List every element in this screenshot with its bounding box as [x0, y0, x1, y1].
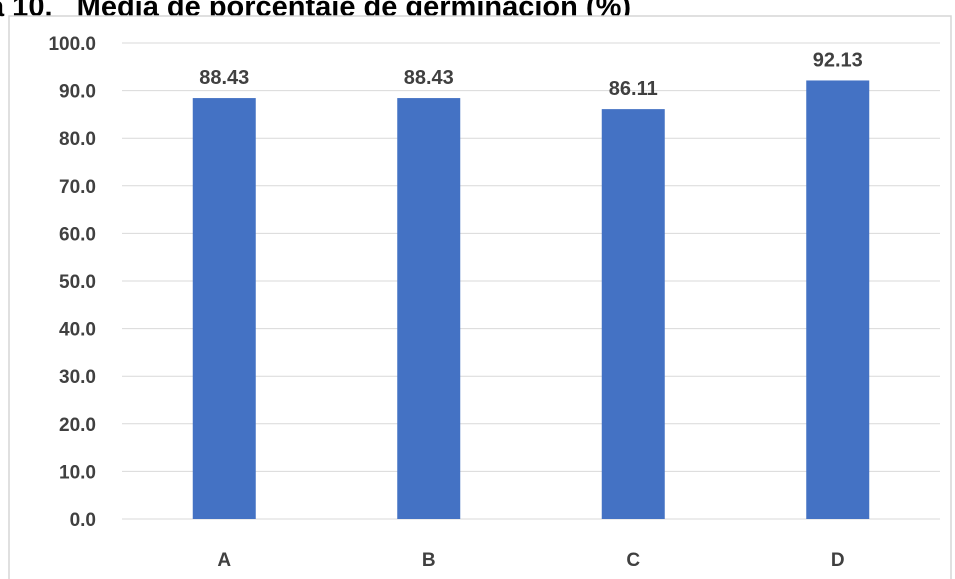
x-tick-label-c: C — [626, 550, 640, 571]
y-tick-label: 80.0 — [59, 129, 96, 150]
data-label-b: 88.43 — [404, 67, 454, 89]
bar-a — [193, 98, 256, 519]
data-label-d: 92.13 — [813, 49, 863, 71]
data-label-c: 86.11 — [609, 78, 658, 100]
data-label-a: 88.43 — [199, 67, 249, 89]
bar-b — [397, 98, 460, 519]
x-tick-label-d: D — [831, 550, 845, 571]
x-tick-label-a: A — [217, 550, 231, 571]
y-tick-label: 10.0 — [59, 462, 96, 483]
y-tick-label: 0.0 — [70, 510, 96, 531]
bar-d — [806, 80, 869, 519]
y-tick-label: 40.0 — [59, 320, 96, 341]
x-tick-label-b: B — [422, 550, 436, 571]
y-tick-label: 50.0 — [59, 272, 96, 293]
y-tick-label: 90.0 — [59, 82, 96, 103]
y-tick-label: 60.0 — [59, 224, 96, 245]
y-tick-label: 100.0 — [48, 34, 96, 55]
y-tick-label: 70.0 — [59, 177, 96, 198]
y-tick-label: 30.0 — [59, 367, 96, 388]
bar-c — [602, 109, 665, 519]
y-tick-label: 20.0 — [59, 415, 96, 436]
